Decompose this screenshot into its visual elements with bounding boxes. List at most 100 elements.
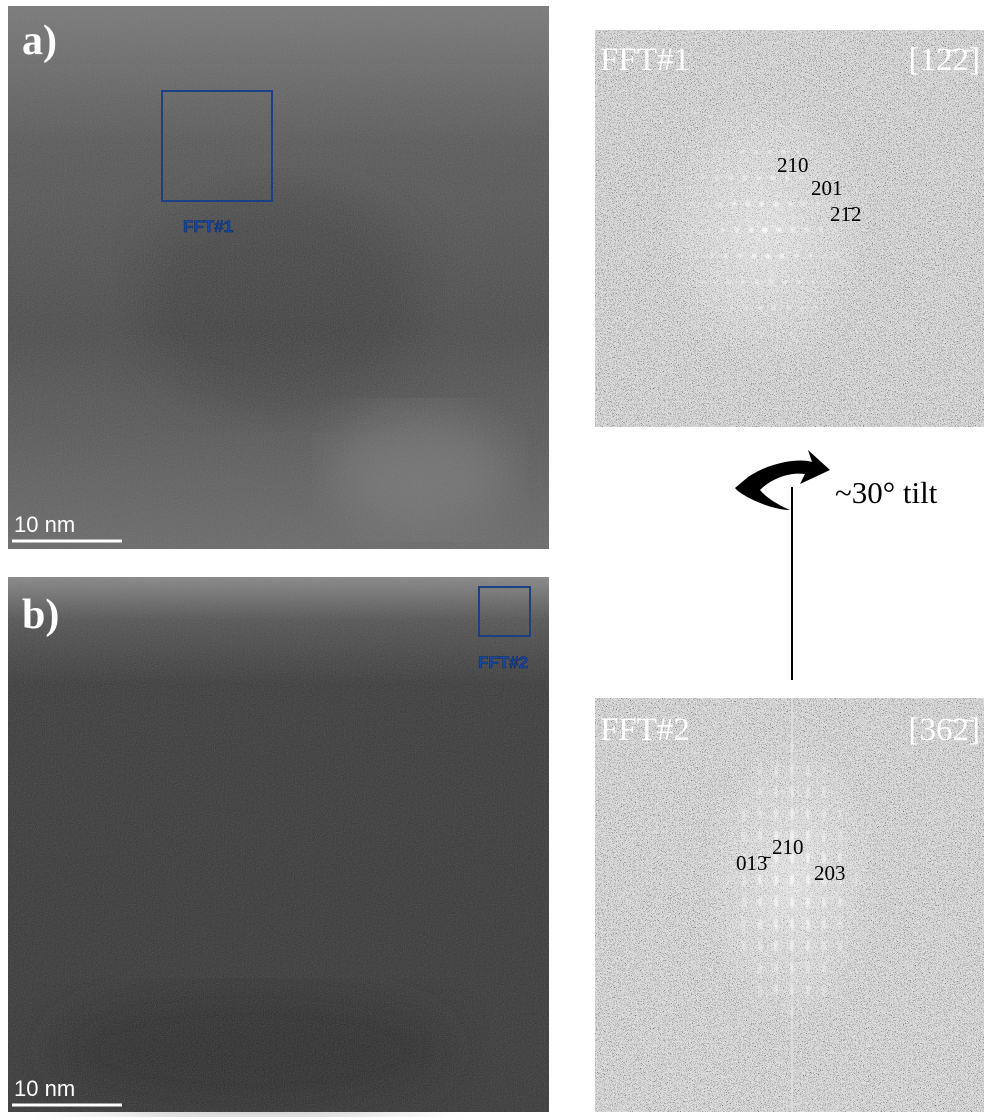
diffraction-spot [761,332,764,335]
diffraction-spot [723,124,726,127]
diffraction-spot [774,202,779,207]
spot-index: 210 [772,835,804,859]
tilt-label: ~30° tilt [835,475,938,510]
diffraction-spot [751,124,754,127]
diffraction-spot [822,786,826,798]
spot-index: 013̄ [736,851,772,875]
diffraction-spot [760,202,765,207]
diffraction-spot [758,786,762,798]
diffraction-spot [710,254,714,258]
diffraction-spot [768,150,772,154]
diffraction-spot [790,786,794,798]
diffraction-spot [825,280,828,283]
diffraction-spot [806,874,810,886]
diffraction-spot [693,228,696,231]
diffraction-spot [806,764,810,776]
diffraction-spot [802,202,806,206]
diffraction-spot [707,228,711,232]
diffraction-spot [758,896,762,908]
spot-index: 21̄2 [830,202,862,226]
diffraction-spot [721,228,725,232]
fft-pattern-1 [595,30,984,427]
diffraction-spot [822,918,826,930]
diffraction-spot [816,202,820,206]
diffraction-spot [810,150,813,153]
diffraction-spot [742,808,746,820]
diffraction-spot [780,254,785,259]
diffraction-spot [758,962,762,974]
diffraction-spot [833,228,836,231]
diffraction-spot [726,150,730,154]
fft-title: FFT#2 [600,712,690,748]
spot-index: 201 [811,176,843,200]
diffraction-spot [698,150,701,153]
diffraction-spot [729,176,733,180]
diffraction-spot [713,280,716,283]
diffraction-spot [822,764,826,776]
diffraction-spot [732,202,736,206]
tilt-arrow [735,450,830,510]
diffraction-spot [790,874,794,886]
diffraction-spot [735,228,739,232]
diffraction-spot [838,896,842,908]
diffraction-spot [774,918,778,930]
diffraction-spot [806,852,810,864]
diffraction-spot [790,764,794,776]
diffraction-spot [822,830,826,842]
diffraction-spot [806,786,810,798]
diffraction-spot [790,940,794,952]
diffraction-spot [688,177,691,180]
diffraction-spot [774,984,778,996]
diffraction-spot [854,874,858,886]
diffraction-spot [727,280,731,284]
diffraction-spot [828,306,831,309]
diffraction-spot [822,962,826,974]
diffraction-spot [822,940,826,952]
diffraction-spot [791,228,795,232]
diffraction-spot [724,254,728,258]
diffraction-spot [700,281,703,284]
diffraction-spot [758,764,762,776]
diffraction-spot [742,874,746,886]
diffraction-spot [738,254,742,258]
diffraction-spot [789,332,792,335]
diffraction-spot [822,984,826,996]
diffraction-spot [744,306,748,310]
diffraction-spot [779,359,782,362]
roi-label: FFT#1 [183,217,233,236]
diffraction-spot [790,808,794,820]
zone-axis: [12̄2̄] [909,42,980,78]
diffraction-spot [718,202,722,206]
diffraction-spot [840,281,843,284]
diffraction-spot [771,176,775,180]
diffraction-spot [765,124,768,127]
diffraction-spot [819,228,823,232]
diffraction-spot [774,940,778,952]
diffraction-spot [758,830,762,842]
diffraction-spot [806,918,810,930]
diffraction-spot [696,254,699,257]
diffraction-spot [808,254,812,258]
diffraction-spot [749,228,754,233]
spot-index: 203 [814,861,846,885]
diffraction-spot [747,332,750,335]
diffraction-spot [838,918,842,930]
diffraction-spot [772,306,776,310]
diffraction-spot [752,254,757,259]
diffraction-spot [788,202,792,206]
diffraction-spot [758,918,762,930]
diffraction-spot [806,808,810,820]
diffraction-spot [690,202,693,205]
diffraction-spot [741,280,745,284]
diffraction-spot [794,254,798,258]
diffraction-spot [726,874,730,886]
diffraction-spot [755,280,759,284]
diffraction-spot [836,254,839,257]
diffraction-spot [734,333,737,336]
diffraction-spot [743,176,747,180]
diffraction-spot [806,962,810,974]
diffraction-spot [797,280,801,284]
diffraction-spot [758,808,762,820]
diffraction-spot [806,896,810,908]
diffraction-spot [742,940,746,952]
